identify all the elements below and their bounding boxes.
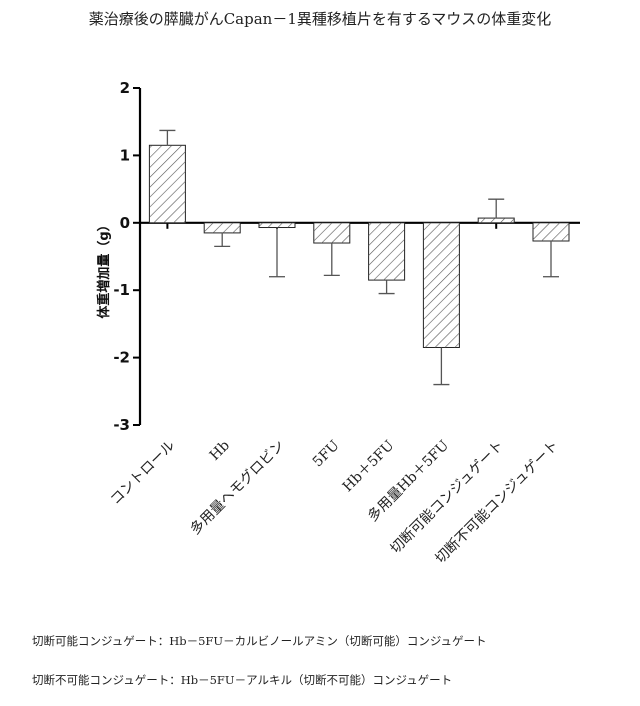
bar-hatch [259,222,295,228]
chart-title: 薬治療後の膵臓がんCapan－1異種移植片を有するマウスの体重変化 [88,10,552,28]
bar-hatch [204,222,241,233]
y-tick-label: -2 [113,349,130,367]
x-tick-label: Hb＋5FU [340,437,398,495]
x-tick-label: コントロール [108,438,179,509]
x-tick-label: Hb [207,437,233,463]
bar-hatch [423,222,460,348]
x-tick-label: 切断可能コンジュゲート [388,438,508,558]
y-tick-label: 1 [120,146,130,164]
footnote-cleavable: 切断可能コンジュゲート：Hb－5FU－カルビノールアミン（切断可能）コンジュゲー… [32,634,487,648]
bar-hatch [149,145,186,223]
bar-hatch [313,222,350,244]
footnote-non-cleavable: 切断不可能コンジュゲート：Hb－5FU－アルキル（切断不可能）コンジュゲート [32,673,453,687]
x-tick-label: 多用量ヘモグロビン [187,437,288,538]
axes: 2 1 0 -1 -2 -3 体重増加量（g） [96,79,580,434]
bar-hatch [533,222,569,241]
x-tick-label: 5FU [310,437,343,470]
y-tick-label: -1 [113,281,130,299]
y-tick-label: 2 [120,79,130,97]
y-tick-label: -3 [113,416,130,434]
bar-hatch [478,218,515,223]
bar-hatch [368,222,405,281]
y-tick-label: 0 [120,214,130,232]
y-axis-label: 体重増加量（g） [96,218,112,318]
bars [148,129,570,386]
